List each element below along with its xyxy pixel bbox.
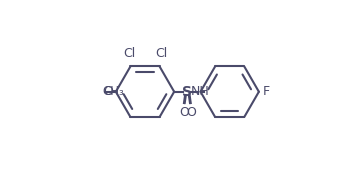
Text: Cl: Cl (123, 47, 136, 60)
Text: NH: NH (191, 85, 210, 98)
Text: S: S (182, 85, 192, 99)
Text: Cl: Cl (155, 47, 167, 60)
Text: F: F (262, 85, 269, 98)
Text: CH₃: CH₃ (103, 85, 124, 98)
Text: O: O (103, 85, 113, 98)
Text: O: O (179, 106, 189, 119)
Text: O: O (186, 106, 196, 119)
